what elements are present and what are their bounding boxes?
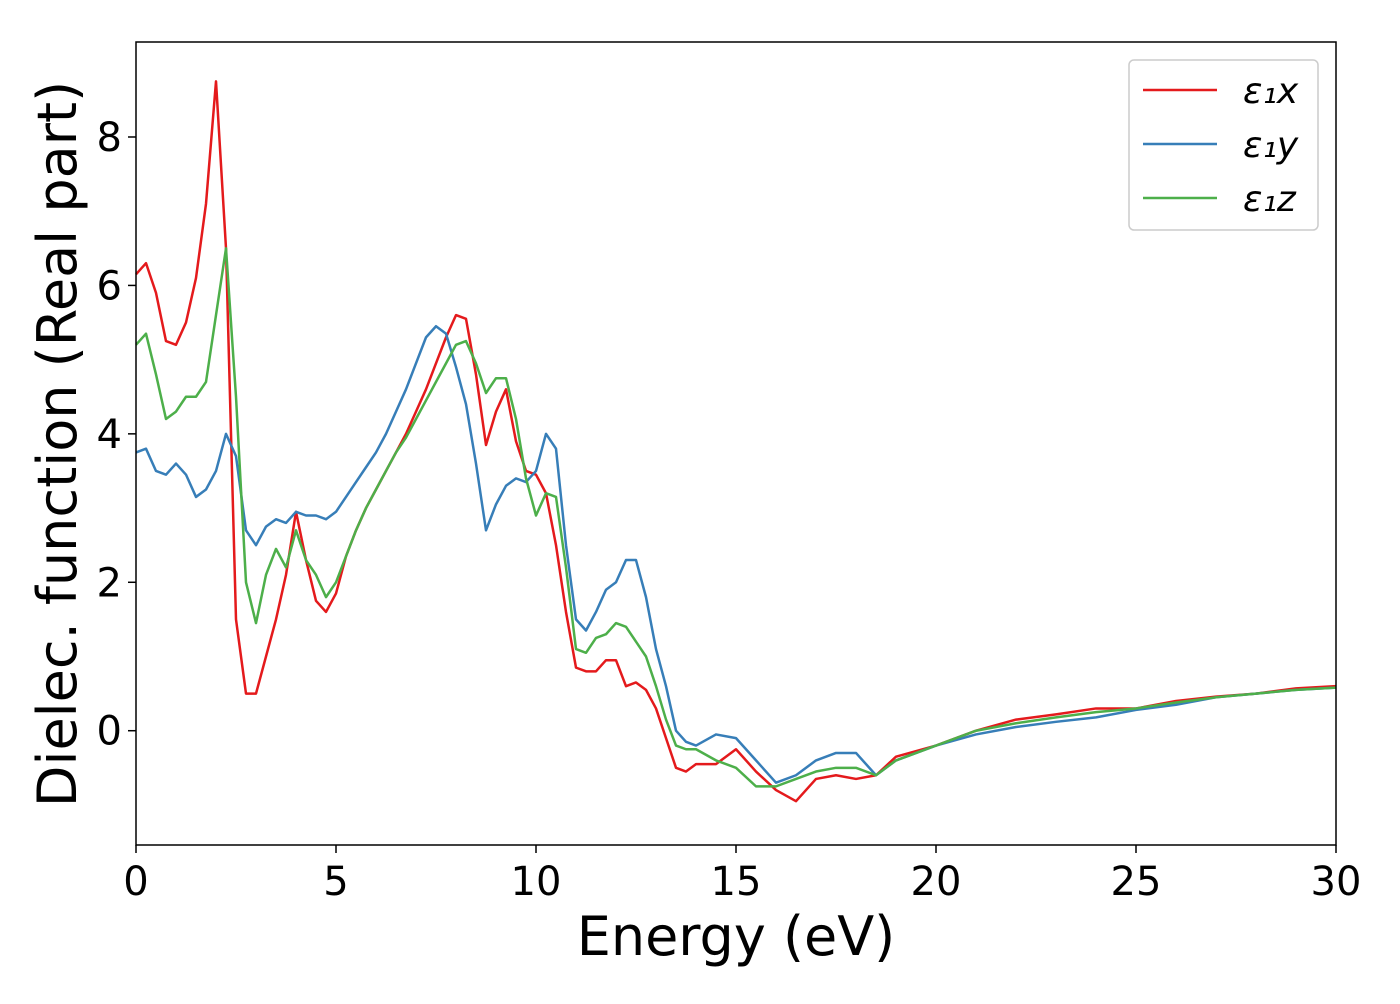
y-axis-label: Dielec. function (Real part): [26, 81, 89, 807]
x-tick-label: 20: [911, 859, 962, 905]
data-line: [135, 247, 1337, 788]
x-tick-label: 10: [511, 859, 562, 905]
legend-label: ε₁y: [1243, 125, 1299, 166]
y-tick-label: 0: [97, 709, 122, 755]
y-tick-label: 4: [97, 412, 122, 458]
x-axis-label: Energy (eV): [577, 905, 896, 968]
x-tick-label: 0: [123, 859, 148, 905]
legend-label: ε₁x: [1243, 71, 1299, 112]
x-tick-label: 25: [1111, 859, 1162, 905]
plot-frame: [135, 41, 1337, 846]
data-line: [135, 324, 1337, 784]
legend-box: [1128, 59, 1319, 231]
y-tick-label: 8: [97, 115, 122, 161]
legend-label: ε₁z: [1243, 179, 1297, 220]
y-tick-label: 2: [97, 560, 122, 606]
y-tick-label: 6: [97, 263, 122, 309]
x-tick-label: 30: [1311, 859, 1362, 905]
x-tick-label: 5: [323, 859, 348, 905]
x-tick-label: 15: [711, 859, 762, 905]
